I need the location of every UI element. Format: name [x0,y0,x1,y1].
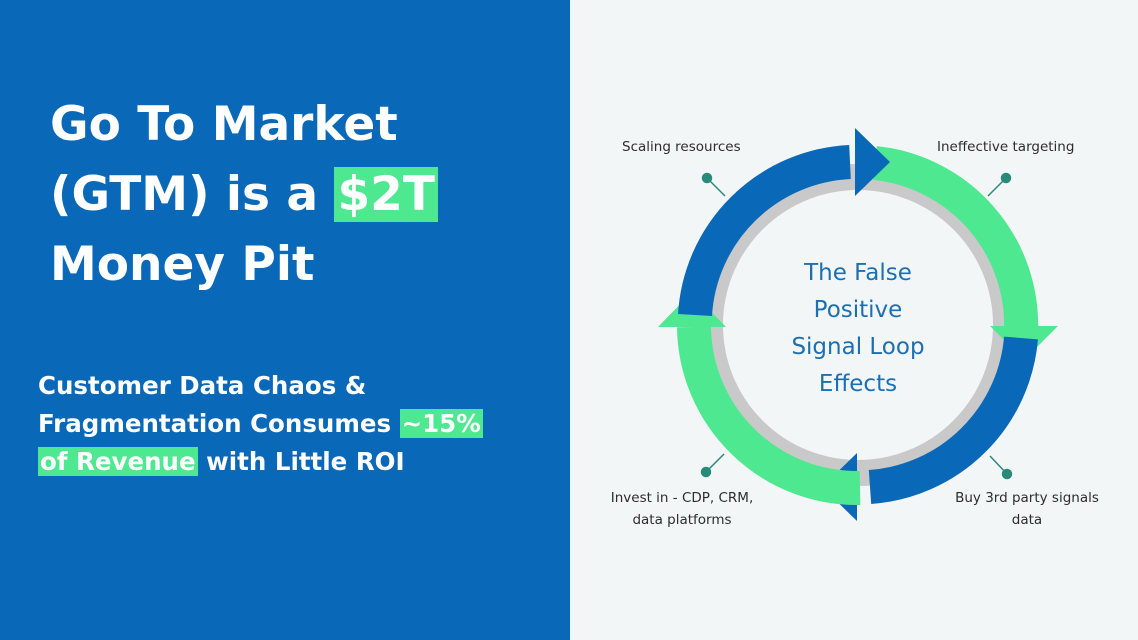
arc-bottom-left [677,326,861,506]
arc-bottom-right [868,336,1038,504]
label-invest-platforms: Invest in - CDP, CRM, data platforms [590,487,774,531]
connector-pins [700,172,1013,480]
label-scaling-resources: Scaling resources [622,139,741,155]
label-invest-platforms-line-1: Invest in - CDP, CRM, [610,490,754,506]
pin-invest-dot [700,466,712,478]
center-title: The False Positive Signal Loop Effects [734,255,982,403]
headline-line-2: (GTM) is a $2T [50,160,438,230]
center-title-line-3: Signal Loop [791,334,925,360]
loop-diagram [658,128,1058,521]
subheadline-highlight-percent: ~15% [399,409,483,438]
pin-targeting-dot [1000,172,1012,184]
headline-highlight: $2T [334,167,438,222]
label-ineffective-targeting: Ineffective targeting [937,139,1075,155]
label-buy-signals-line-1: Buy 3rd party signals [955,490,1099,506]
subheadline-highlight-revenue: of Revenue [38,447,198,476]
subheadline: Customer Data Chaos & Fragmentation Cons… [38,367,483,481]
center-title-line-2: Positive [813,297,903,323]
headline-line-2-text: (GTM) is a [50,167,335,222]
headline-line-1: Go To Market [50,97,398,152]
center-title-line-4: Effects [818,371,898,397]
right-panel: The False Positive Signal Loop Effects S… [570,0,1138,640]
center-title-line-1: The False [804,260,912,286]
left-panel: Go To Market (GTM) is a $2T Money Pit Cu… [0,0,570,640]
label-invest-platforms-line-2: data platforms [632,512,732,528]
subheadline-line-2: Fragmentation Consumes ~15% [38,405,483,443]
pin-buy-dot [1001,468,1013,480]
subheadline-line-1: Customer Data Chaos & [38,371,367,400]
label-buy-signals-line-2: data [1011,512,1043,528]
arc-top-right [872,146,1039,333]
label-buy-signals: Buy 3rd party signals data [932,487,1122,531]
headline-line-3: Money Pit [50,237,315,292]
headline: Go To Market (GTM) is a $2T Money Pit [50,90,438,300]
arrow-head-top [855,128,890,196]
subheadline-line-3-text: with Little ROI [197,447,405,476]
subheadline-line-3: of Revenue with Little ROI [38,443,483,481]
arc-top-left [678,145,852,317]
pin-scaling-dot [701,172,713,184]
subheadline-line-2-text: Fragmentation Consumes [38,409,400,438]
